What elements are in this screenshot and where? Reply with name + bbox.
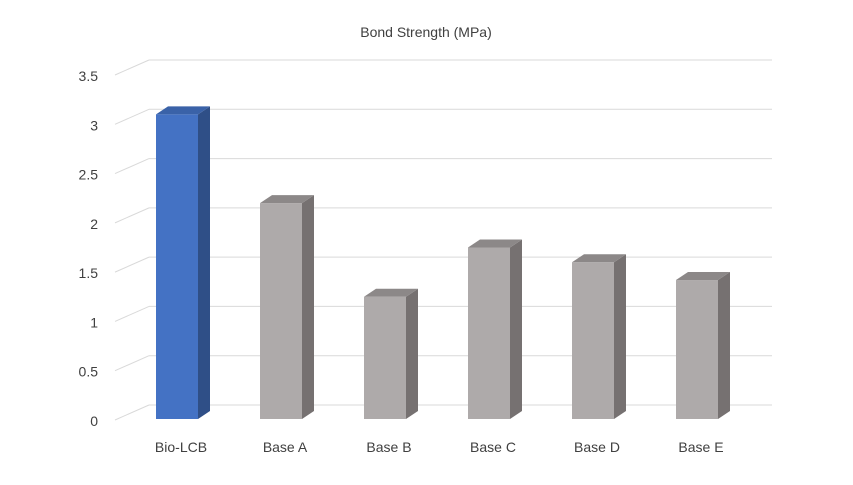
y-tick-label: 2 [90, 216, 98, 232]
y-axis-tick-labels: 0 0.5 1 1.5 2 2.5 3 3.5 [79, 68, 99, 429]
bar-base-b [364, 288, 418, 419]
x-tick-label: Base B [366, 439, 411, 455]
bar-top-face [364, 288, 418, 297]
bar-top-face [156, 106, 210, 115]
grid-line-depth [114, 305, 150, 322]
y-tick-label: 1 [90, 314, 98, 330]
x-tick-label: Bio-LCB [155, 439, 207, 455]
bar-side-face [198, 106, 210, 419]
bar-bio-lcb [156, 106, 210, 419]
grid-line-depth [114, 207, 150, 224]
bar-side-face [510, 239, 522, 419]
x-tick-label: Base A [263, 439, 308, 455]
x-axis-tick-labels: Bio-LCB Base A Base B Base C Base D Base E [155, 439, 724, 455]
bar-side-face [302, 195, 314, 419]
bar-top-face [676, 272, 730, 281]
y-tick-label: 0.5 [79, 364, 99, 380]
bar-front-face [364, 296, 406, 419]
y-tick-label: 3.5 [79, 68, 99, 84]
grid-line-depth [114, 158, 150, 175]
bar-top-face [572, 254, 626, 263]
bar-front-face [468, 247, 510, 419]
chart-title: Bond Strength (MPa) [360, 24, 492, 40]
bar-base-c [468, 239, 522, 419]
bar-front-face [260, 203, 302, 419]
bar-base-d [572, 254, 626, 419]
bar-side-face [614, 254, 626, 419]
grid-line-depth [114, 59, 150, 76]
bar-front-face [572, 262, 614, 419]
bar-front-face [676, 280, 718, 419]
grid-line-depth [114, 108, 150, 125]
y-tick-label: 1.5 [79, 265, 99, 281]
bar-top-face [468, 239, 522, 248]
grid-lines [114, 59, 772, 421]
x-tick-label: Base D [574, 439, 620, 455]
y-tick-label: 3 [90, 117, 98, 133]
grid-line-depth [114, 404, 150, 421]
bar-base-a [260, 195, 314, 419]
bar-base-e [676, 272, 730, 419]
bar-front-face [156, 114, 198, 419]
x-tick-label: Base C [470, 439, 516, 455]
bar-top-face [260, 195, 314, 204]
y-tick-label: 2.5 [79, 167, 99, 183]
grid-line-depth [114, 355, 150, 372]
x-tick-label: Base E [678, 439, 723, 455]
grid-line-depth [114, 256, 150, 273]
bar-side-face [718, 272, 730, 419]
y-tick-label: 0 [90, 413, 98, 429]
bar-side-face [406, 288, 418, 419]
bars [156, 106, 730, 419]
